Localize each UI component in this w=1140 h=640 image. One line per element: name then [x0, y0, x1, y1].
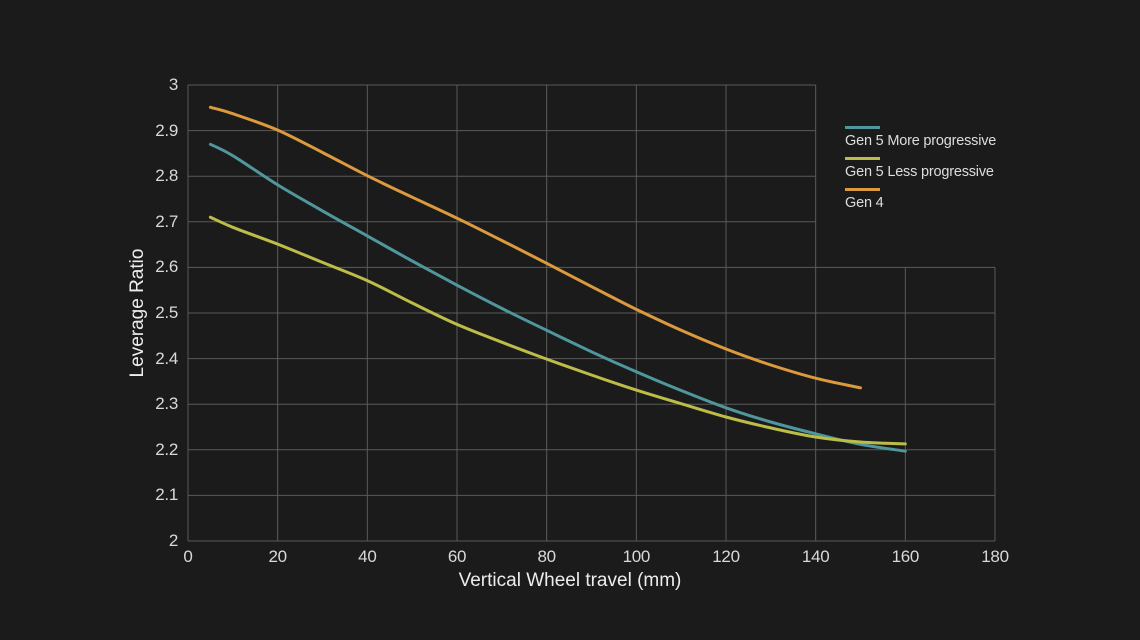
legend-item-gen4: Gen 4 — [845, 188, 996, 212]
x-axis-title: Vertical Wheel travel (mm) — [458, 570, 682, 591]
y-tick-label-2.9: 2.9 — [155, 120, 178, 140]
legend-label-gen5-less-progressive: Gen 5 Less progressive — [845, 164, 994, 180]
legend-swatch-gen5-more-progressive — [845, 126, 880, 129]
x-tick-label-0: 0 — [183, 547, 193, 566]
legend-item-gen5-more-progressive: Gen 5 More progressive — [845, 126, 996, 150]
y-tick-label-2.1: 2.1 — [155, 485, 178, 505]
y-tick-label-2.3: 2.3 — [155, 394, 178, 414]
x-tick-label-20: 20 — [268, 547, 288, 566]
series-line-gen-5-less-progressive — [208, 215, 907, 446]
y-tick-label-2.5: 2.5 — [155, 303, 178, 322]
x-tick-label-120: 120 — [712, 547, 740, 566]
y-tick-label-2.6: 2.6 — [155, 257, 178, 277]
legend-label-gen5-more-progressive: Gen 5 More progressive — [845, 133, 997, 149]
x-tick-label-140: 140 — [801, 547, 830, 566]
y-tick-label-2.7: 2.7 — [155, 211, 178, 231]
series-line-gen-5-more-progressive — [208, 142, 907, 453]
x-tick-label-100: 100 — [622, 547, 651, 566]
legend: Gen 5 More progressive Gen 5 Less progre… — [845, 126, 996, 219]
gridlines — [187, 84, 996, 542]
x-tick-label-60: 60 — [447, 547, 467, 566]
legend-item-gen5-less-progressive: Gen 5 Less progressive — [845, 157, 996, 181]
x-tick-label-180: 180 — [981, 547, 1009, 566]
y-tick-label-3: 3 — [168, 75, 178, 94]
legend-label-gen4: Gen 4 — [845, 195, 884, 211]
legend-swatch-gen5-less-progressive — [845, 157, 880, 160]
legend-swatch-gen4 — [845, 188, 880, 191]
y-tick-label-2: 2 — [168, 531, 178, 550]
series-line-gen-4 — [208, 105, 862, 390]
y-tick-label-2.4: 2.4 — [155, 348, 178, 368]
x-tick-label-80: 80 — [537, 547, 557, 566]
y-axis-title: Leverage Ratio — [127, 248, 148, 378]
x-tick-label-160: 160 — [891, 547, 920, 566]
x-tick-label-40: 40 — [358, 547, 377, 566]
y-tick-label-2.2: 2.2 — [155, 439, 178, 459]
y-tick-label-2.8: 2.8 — [155, 166, 178, 186]
